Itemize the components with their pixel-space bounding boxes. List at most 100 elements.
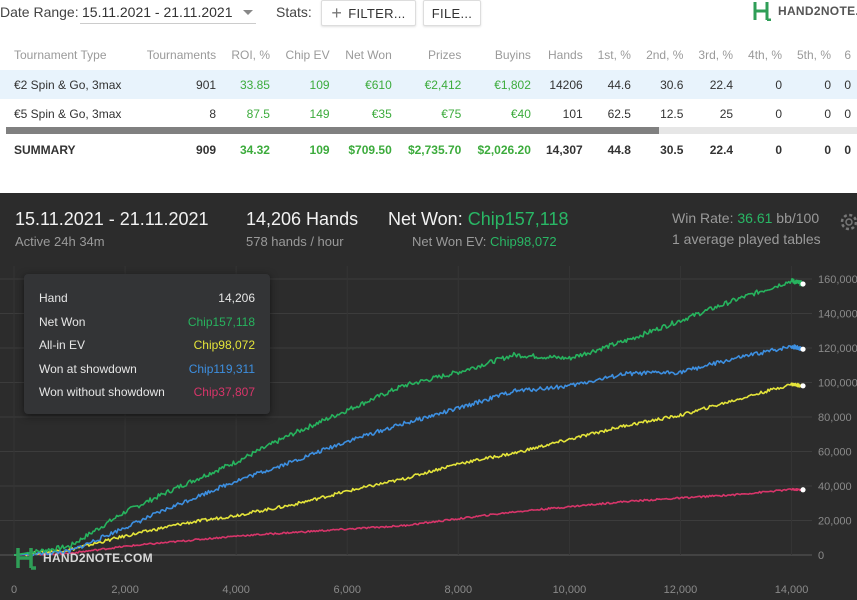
summary-cell: 30.5	[660, 143, 684, 157]
table-cell: €1,802	[467, 70, 537, 99]
panel-net-won-label: Net Won:	[388, 209, 463, 229]
x-tick-label: 12,000	[664, 584, 698, 596]
table-cell: 30.6	[636, 70, 690, 99]
summary-cell: 22.4	[709, 143, 734, 157]
table-horizontal-scrollbar[interactable]	[6, 127, 857, 134]
table-cell: 22.4	[689, 70, 740, 99]
table-cell: 901	[135, 70, 223, 99]
hand2note-logo: HAND2NOTE.C	[752, 1, 857, 21]
chevron-down-icon[interactable]	[243, 10, 253, 15]
column-header[interactable]: Buyins	[494, 48, 531, 62]
scrollbar-thumb[interactable]	[6, 127, 659, 134]
summary-row[interactable]: SUMMARY 909 34.32 109 $709.50 $2,735.70 $2,026…	[0, 136, 857, 164]
file-button-label: FILE...	[431, 5, 473, 21]
panel-net-won-ev-value: Chip98,072	[490, 234, 557, 249]
y-tick-label: 120,000	[818, 343, 857, 355]
table-cell: 0	[837, 70, 857, 99]
series-line	[13, 344, 804, 557]
hand2note-watermark-icon	[16, 548, 36, 570]
toolbar: Date Range: 15.11.2021 - 21.11.2021 Stat…	[0, 0, 857, 26]
column-header[interactable]: Chip EV	[285, 48, 330, 62]
tooltip-row-hand: Hand 14,206	[39, 291, 255, 307]
column-header[interactable]: ROI, %	[231, 48, 270, 62]
table-cell: 0	[739, 70, 789, 99]
series-end-point	[800, 383, 806, 389]
tooltip-wsd-value: Chip119,311	[188, 362, 255, 376]
table-cell: 0	[844, 106, 851, 121]
panel-net-won-value: Chip157,118	[467, 209, 569, 229]
tooltip-row-won-at-showdown: Won at showdown Chip119,311	[39, 362, 255, 378]
table-cell: 14206	[536, 70, 589, 99]
summary-cell: 909	[196, 143, 217, 157]
panel-net-won: Net Won: Chip157,118	[388, 209, 568, 230]
column-header[interactable]: 6	[844, 48, 851, 62]
gear-icon[interactable]	[838, 211, 857, 233]
table-cell: 0	[775, 106, 783, 121]
table-cell: €75	[441, 106, 462, 121]
panel-win-rate: Win Rate: 36.61 bb/100	[672, 210, 819, 226]
table-row[interactable]: €2 Spin & Go, 3max 901 33.85 109 €610 €2,412 €…	[0, 70, 857, 99]
series-end-point	[800, 346, 806, 352]
panel-hands: 14,206 Hands	[246, 209, 359, 229]
filter-button-label: FILTER...	[348, 5, 406, 21]
x-tick-label: 2,000	[111, 584, 139, 596]
tooltip-wwsd-value: Chip37,807	[193, 385, 255, 399]
table-cell: 62.5	[607, 106, 631, 121]
table-cell: 101	[562, 106, 583, 121]
panel-win-rate-value: 36.61	[737, 210, 773, 226]
column-header[interactable]: 4th, %	[748, 48, 783, 62]
column-header[interactable]: 2nd, %	[646, 48, 684, 62]
x-tick-label: 0	[11, 584, 17, 596]
date-range-select[interactable]: 15.11.2021 - 21.11.2021	[82, 4, 233, 20]
tooltip-wwsd-label: Won without showdown	[39, 385, 165, 399]
column-header[interactable]: 1st, %	[597, 48, 631, 62]
summary-cell: 0	[824, 143, 832, 157]
table-cell: 0	[788, 70, 838, 99]
y-tick-label: 60,000	[818, 447, 852, 459]
series-line	[13, 277, 804, 556]
table-cell: €610	[335, 70, 398, 99]
tooltip-row-allin-ev: All-in EV Chip98,072	[39, 338, 255, 354]
column-header[interactable]: Tournaments	[146, 48, 217, 62]
x-tick-label: 6,000	[333, 584, 361, 596]
y-tick-label: 20,000	[818, 516, 852, 528]
filter-button[interactable]: + FILTER...	[321, 0, 416, 26]
summary-cell: 34.32	[239, 143, 270, 157]
table-cell: 87.5	[246, 106, 270, 121]
x-tick-label: 10,000	[553, 584, 587, 596]
stats-label: Stats:	[276, 4, 312, 20]
column-header[interactable]: Hands	[548, 48, 583, 62]
summary-cell: $709.50	[348, 143, 392, 157]
summary-cell: 14,307	[545, 143, 583, 157]
stats-table: Tournament Type Tournaments ROI, % Chip EV N…	[0, 40, 857, 164]
tooltip-wsd-label: Won at showdown	[39, 362, 137, 376]
panel-average-tables: 1 average played tables	[672, 231, 821, 247]
panel-win-rate-label: Win Rate:	[672, 210, 734, 226]
table-cell: 149	[309, 106, 330, 121]
column-header[interactable]: Net Won	[345, 48, 392, 62]
summary-cell: $2,026.20	[477, 143, 531, 157]
date-range-label: Date Range:	[0, 4, 79, 20]
column-header[interactable]: Prizes	[427, 48, 462, 62]
summary-cell: 44.8	[607, 143, 631, 157]
table-cell: 109	[275, 70, 336, 99]
table-cell: 33.85	[222, 70, 276, 99]
plus-icon: +	[331, 3, 343, 23]
panel-hands-per-hour: 578 hands / hour	[246, 234, 344, 249]
y-tick-label: 80,000	[818, 412, 852, 424]
series-end-point	[800, 487, 806, 493]
table-cell: €35	[371, 106, 392, 121]
logo-text: HAND2NOTE.C	[778, 4, 857, 18]
summary-cell: 0	[775, 143, 783, 157]
table-row[interactable]: €5 Spin & Go, 3max 8 87.5 149 €35 €75 €40 101 62…	[0, 99, 857, 128]
column-header[interactable]: Tournament Type	[14, 48, 107, 62]
file-button[interactable]: FILE...	[423, 0, 481, 26]
panel-date-range: 15.11.2021 - 21.11.2021	[15, 209, 209, 229]
summary-cell: 109	[309, 143, 330, 157]
y-tick-label: 140,000	[818, 309, 857, 321]
column-header[interactable]: 5th, %	[797, 48, 832, 62]
summary-cell: $2,735.70	[407, 143, 462, 157]
table-cell: 0	[824, 106, 832, 121]
column-header[interactable]: 3rd, %	[698, 48, 734, 62]
tooltip-row-won-without-showdown: Won without showdown Chip37,807	[39, 385, 255, 401]
